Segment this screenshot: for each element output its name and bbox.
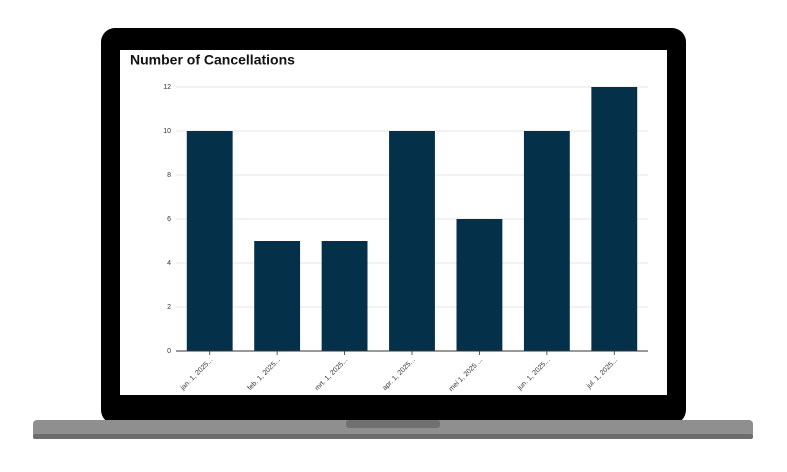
bar [389, 131, 435, 351]
chart-title: Number of Cancellations [130, 52, 295, 68]
bar [254, 241, 301, 351]
y-tick-label: 0 [167, 348, 171, 355]
bar [186, 131, 233, 351]
y-tick-label: 6 [167, 216, 171, 223]
y-tick-label: 8 [167, 172, 171, 179]
y-tick-label: 12 [163, 84, 171, 91]
y-tick-label: 10 [163, 128, 171, 135]
y-tick-label: 2 [167, 304, 171, 311]
bar [591, 87, 638, 351]
laptop-notch [346, 420, 440, 428]
y-tick-label: 4 [167, 260, 171, 267]
bar [321, 241, 368, 351]
laptop-base [33, 420, 753, 438]
bar [523, 131, 570, 351]
laptop-base-edge [33, 434, 753, 439]
bar [456, 219, 503, 351]
